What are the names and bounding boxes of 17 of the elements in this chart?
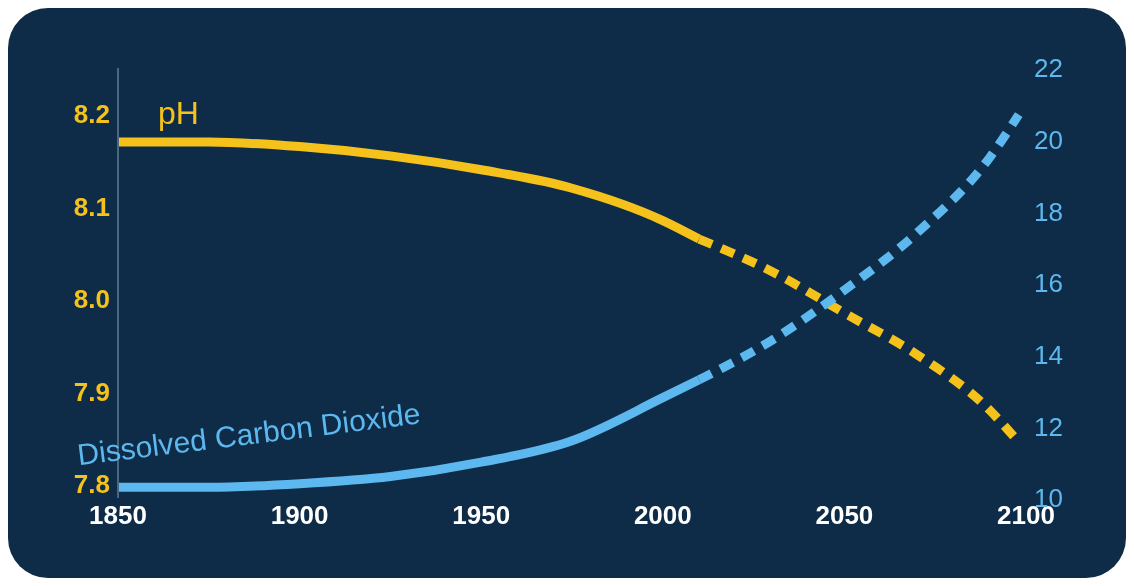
x-tick-label: 2050 [815, 500, 874, 531]
y2-tick-label: 22 [1034, 53, 1063, 84]
x-tick-label: 1900 [270, 500, 329, 531]
x-tick-label: 1850 [89, 500, 147, 531]
y-tick-label: 7.9 [73, 376, 110, 407]
y-tick-label: 8.2 [73, 99, 110, 130]
y2-tick-label: 16 [1034, 268, 1063, 299]
x-tick-label: 2000 [633, 500, 692, 531]
x-tick-label: 1950 [452, 500, 511, 531]
series-label: pH [158, 94, 199, 131]
y-tick-label: 8.0 [73, 284, 110, 315]
y2-tick-label: 20 [1034, 124, 1063, 155]
y2-tick-label: 12 [1034, 411, 1063, 442]
y-tick-label: 7.8 [73, 469, 110, 500]
y-tick-label: 8.1 [73, 191, 110, 222]
y2-tick-label: 14 [1034, 339, 1063, 370]
y2-tick-label: 18 [1034, 196, 1063, 227]
